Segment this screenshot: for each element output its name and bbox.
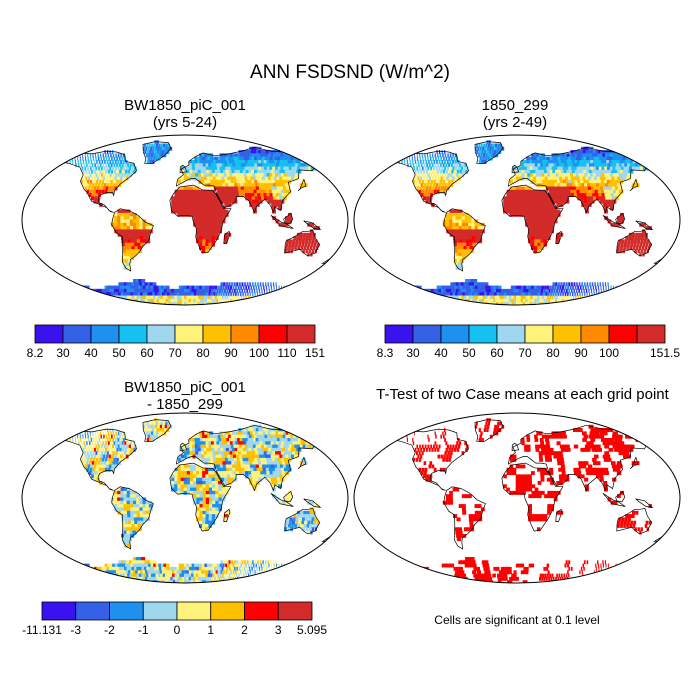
figure-title: ANN FSDSND (W/m^2) [250,62,450,83]
colorbar-swatch [34,324,64,344]
colorbar-label: 1 [207,623,214,637]
colorbar-swatch [202,324,232,344]
panel-4-title: T-Test of two Case means at each grid po… [376,386,669,403]
colorbar-label: 70 [518,346,532,360]
colorbar-label: 90 [574,346,588,360]
colorbar-label: 110 [277,346,296,360]
colorbar-label: 40 [434,346,448,360]
colorbar-swatch [244,601,279,621]
colorbar-label: 100 [599,346,619,360]
colorbar-swatch [286,324,316,344]
panel-2-title-line2: (yrs 2-49) [482,114,548,131]
colorbar-swatch [636,324,666,344]
colorbar-swatch [440,324,470,344]
colorbar-label: -2 [104,623,115,637]
colorbar-swatch [468,324,498,344]
panel-3-title-line2: - 1850_299 [147,396,223,413]
colorbar-label: 50 [462,346,476,360]
colorbar-label: 30 [406,346,420,360]
colorbar-label: 8.3 [377,346,394,360]
colorbar-label: 60 [490,346,504,360]
colorbar-swatch [608,324,638,344]
colorbar-swatch [90,324,120,344]
colorbar-label: 50 [112,346,126,360]
panel-1-title-line2: (yrs 5-24) [152,114,218,131]
panel-2-title-line1: 1850_299 [481,97,549,114]
colorbar-label: 2 [241,623,248,637]
panel-3-title: BW1850_piC_001 - 1850_299 [20,379,350,413]
colorbar-label: 40 [84,346,98,360]
colorbar-swatch [552,324,582,344]
colorbar-swatch [384,324,414,344]
colorbar-label: 100 [249,346,269,360]
colorbar-label: 80 [546,346,560,360]
colorbar-swatch [524,324,554,344]
colorbar-label: 70 [168,346,182,360]
colorbar-swatch [75,601,110,621]
panel-1-title-line1: BW1850_piC_001 [124,97,246,114]
panel-3-map [21,412,349,584]
colorbar-swatch [496,324,526,344]
colorbar-label: 8.2 [27,346,44,360]
colorbar-swatch [176,601,212,621]
colorbar-label: 151 [305,346,325,360]
colorbar-swatch [210,601,245,621]
colorbar-label: 80 [196,346,210,360]
colorbar-swatch [146,324,176,344]
panel-3-title-line1: BW1850_piC_001 [124,379,246,396]
colorbar-swatch [258,324,288,344]
colorbar-label: 60 [140,346,154,360]
panel-2-title: 1850_299 (yrs 2-49) [350,97,680,131]
panel-2-colorbar: 8.3 30 40 50 60 70 80 90 100 151.5 [377,324,680,360]
colorbar-swatch [62,324,92,344]
colorbar-label: 30 [56,346,70,360]
colorbar-swatch [174,324,204,344]
colorbar-label: -1 [138,623,149,637]
colorbar-swatch [230,324,260,344]
colorbar-swatch [109,601,144,621]
panel-4-map [353,412,681,584]
panel-1-colorbar: 8.2 30 40 50 60 70 80 90 100 110 151 [27,324,325,360]
colorbar-swatch [41,601,77,621]
colorbar-label: 151.5 [650,346,680,360]
panel-2-map [353,134,681,306]
panel-1-title: BW1850_piC_001 (yrs 5-24) [20,97,350,131]
colorbar-swatch [412,324,442,344]
panel-1-map [21,134,349,306]
colorbar-label: 90 [224,346,238,360]
colorbar-label: -11.131 [22,623,62,637]
colorbar-label: -3 [70,623,81,637]
colorbar-label: 5.095 [297,623,327,637]
colorbar-swatch [142,601,178,621]
colorbar-label: 0 [174,623,181,637]
colorbar-label: 3 [275,623,282,637]
panel-4-note: Cells are significant at 0.1 level [434,613,600,627]
colorbar-swatch [277,601,313,621]
colorbar-swatch [580,324,610,344]
colorbar-swatch [118,324,148,344]
panel-3-colorbar: -11.131 -3 -2 -1 0 1 2 3 5.095 [22,601,327,637]
